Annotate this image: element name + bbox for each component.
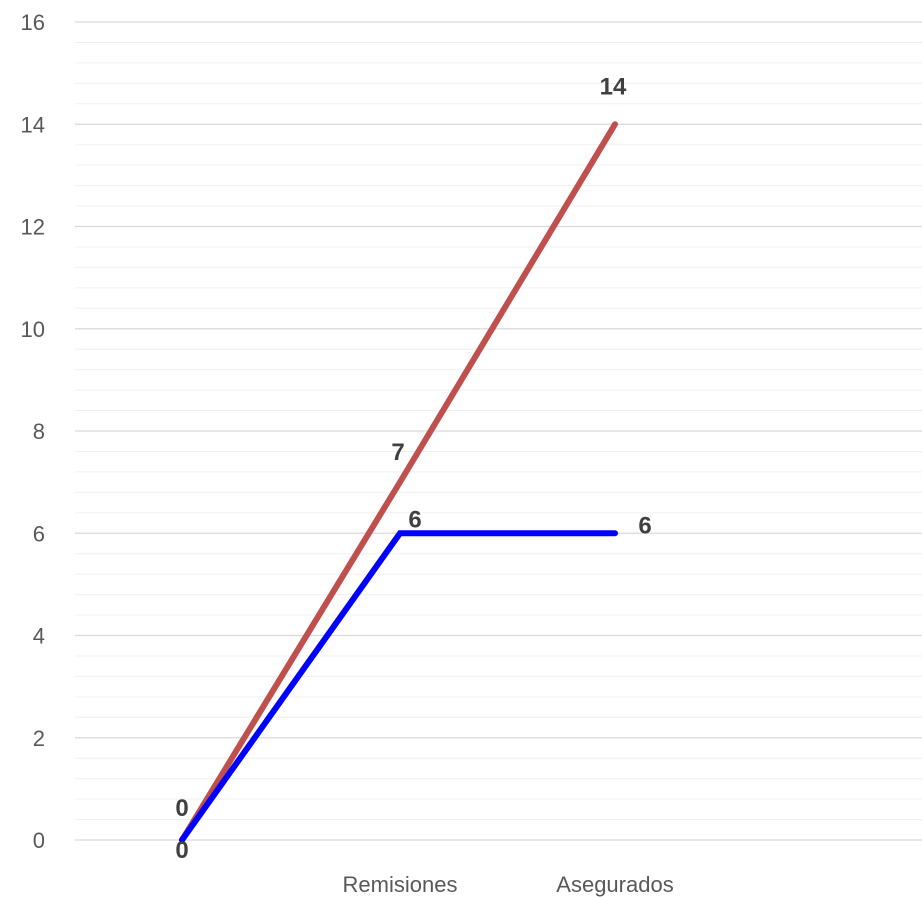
x-axis: Remisiones Asegurados — [343, 872, 674, 897]
major-gridlines — [75, 21, 922, 841]
data-label: 6 — [408, 506, 421, 533]
data-label: 7 — [391, 439, 404, 466]
y-tick-label: 8 — [33, 419, 45, 444]
y-tick-label: 2 — [33, 726, 45, 751]
y-axis: 0 2 4 6 8 10 12 14 16 — [21, 10, 45, 853]
y-tick-label: 16 — [21, 10, 45, 35]
minor-gridlines — [75, 41, 922, 821]
y-tick-label: 0 — [33, 828, 45, 853]
y-tick-label: 6 — [33, 521, 45, 546]
data-label: 0 — [175, 795, 188, 822]
data-labels: 0 7 14 0 6 6 — [175, 73, 651, 864]
y-tick-label: 14 — [21, 112, 45, 137]
x-tick-label: Asegurados — [556, 872, 673, 897]
series-lines — [179, 121, 618, 843]
data-label: 14 — [600, 73, 627, 100]
y-tick-label: 10 — [21, 317, 45, 342]
data-label: 6 — [638, 512, 651, 539]
data-label: 0 — [175, 837, 188, 864]
y-tick-label: 4 — [33, 624, 45, 649]
series-line-1 — [179, 121, 618, 843]
x-tick-label: Remisiones — [343, 872, 458, 897]
y-tick-label: 12 — [21, 215, 45, 240]
series-line-2 — [179, 530, 618, 843]
